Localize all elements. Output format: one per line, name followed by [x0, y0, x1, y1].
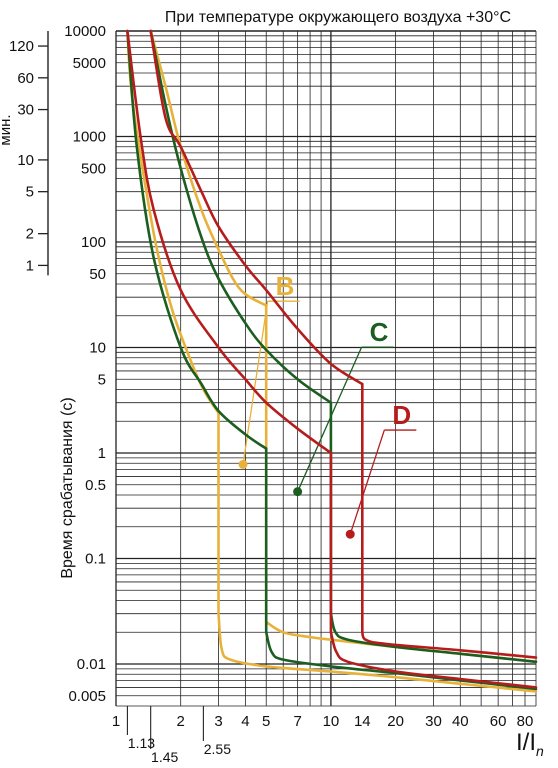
marker-d — [345, 529, 355, 539]
label-c-leader — [297, 346, 363, 492]
x-tick-label: 10 — [323, 713, 340, 730]
marker-b — [238, 459, 248, 469]
curve-c-trip-upper — [329, 401, 538, 664]
minutes-tick-label: 5 — [26, 184, 34, 201]
y-tick-label: 100 — [81, 234, 106, 251]
y-tick-label: 0.5 — [85, 477, 106, 494]
y-tick-label: 5 — [98, 371, 106, 388]
curve-d-upper — [149, 29, 364, 386]
curve-c-lower — [126, 29, 268, 450]
x-tick-label: 5 — [262, 713, 270, 730]
x-tick-label: 2 — [177, 713, 185, 730]
minutes-tick-label: 10 — [17, 152, 34, 169]
x-axis-label: I/In — [516, 729, 544, 759]
x-tick-label: 4 — [241, 713, 249, 730]
series-label-d: D — [392, 400, 411, 430]
x-tick-label: 7 — [293, 713, 301, 730]
y-axis-label: Время срабатывания (с) — [59, 397, 76, 578]
x-tick-label: 14 — [354, 713, 371, 730]
curve-b-trip — [217, 411, 538, 693]
x-extra-tick-label: 1.13 — [128, 735, 155, 751]
y-tick-label: 50 — [89, 266, 106, 283]
y-tick-label: 1000 — [73, 129, 106, 146]
y-tick-label: 500 — [81, 160, 106, 177]
y-tick-label: 0.01 — [77, 656, 106, 673]
curve-d-trip-upper — [361, 382, 538, 659]
marker-c — [293, 487, 303, 497]
grid — [38, 30, 537, 749]
minutes-tick-label: 1 — [26, 257, 34, 274]
y-tick-label: 10 — [89, 340, 106, 357]
curve-d-trip — [329, 451, 538, 689]
y-tick-label: 10000 — [64, 23, 106, 40]
curve-d-lower — [126, 29, 333, 455]
x-tick-label: 30 — [425, 713, 442, 730]
y-tick-label: 0.1 — [85, 551, 106, 568]
curve-b-trip-upper — [264, 304, 538, 664]
minutes-label: мин. — [0, 114, 14, 145]
tick-labels: 12060301052110000500010005001005010510.5… — [9, 23, 533, 765]
x-axis-label-sub: n — [536, 743, 544, 759]
x-tick-label: 3 — [214, 713, 222, 730]
x-axis-label-main: I/I — [516, 729, 536, 756]
minutes-tick-label: 2 — [26, 226, 34, 243]
curve-c-upper — [149, 29, 333, 404]
curve-b-upper — [149, 29, 268, 307]
chart-title: При температуре окружающего воздуха +30°… — [165, 9, 511, 26]
x-tick-label: 1 — [112, 713, 120, 730]
series-label-c: C — [370, 317, 389, 347]
x-tick-label: 60 — [490, 713, 507, 730]
series-label-b: B — [276, 271, 295, 301]
x-extra-tick-label: 2.55 — [204, 741, 231, 757]
y-tick-label: 0.005 — [68, 688, 106, 705]
x-extra-tick-label: 1.45 — [151, 749, 178, 765]
x-tick-label: 20 — [387, 713, 404, 730]
minutes-tick-label: 120 — [9, 38, 34, 55]
label-d-leader — [349, 429, 385, 535]
y-tick-label: 5000 — [73, 55, 106, 72]
y-tick-label: 1 — [98, 445, 106, 462]
x-tick-label: 40 — [452, 713, 469, 730]
x-tick-label: 80 — [517, 713, 534, 730]
curves: B C D — [126, 29, 538, 693]
minutes-tick-label: 30 — [17, 102, 34, 119]
minutes-tick-label: 60 — [17, 70, 34, 87]
